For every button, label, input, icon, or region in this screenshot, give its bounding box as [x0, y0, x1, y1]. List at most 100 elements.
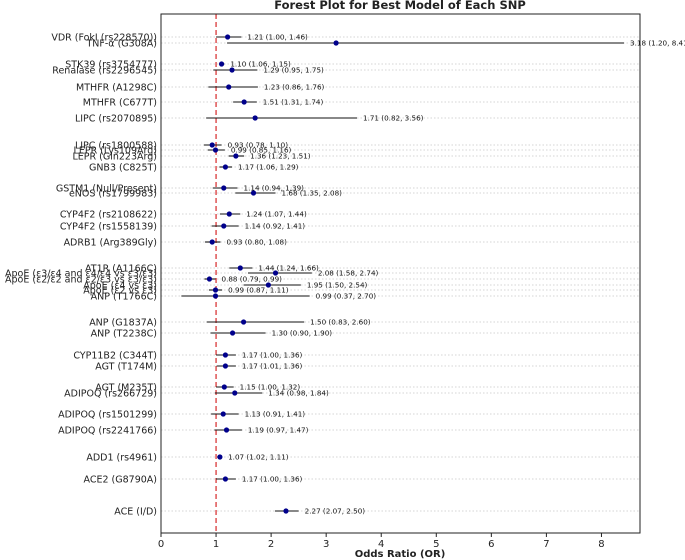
row-label: CYP4F2 (rs2108622): [60, 210, 157, 221]
row-label: GNB3 (C825T): [89, 163, 157, 174]
or-annotation: 1.15 (1.00, 1.32): [240, 383, 301, 392]
forest-row: AGT (M235T) 1.15 (1.00, 1.32): [95, 383, 300, 394]
or-annotation: 1.21 (1.00, 1.46): [247, 33, 308, 42]
row-label: ADRB1 (Arg389Gly): [64, 238, 157, 249]
forest-row: AT1R (A1166C) 1.44 (1.24, 1.66): [85, 264, 319, 275]
forest-row: LIPC (rs1800588) 0.93 (0.78, 1.10): [75, 141, 288, 152]
forest-row: ApoE (ε2/ε2 and ε2/ε3 vs ε3/ε3) 0.88 (0.7…: [5, 275, 282, 286]
odds-ratio-point: [222, 164, 229, 170]
forest-row: LIPC (rs2070895) 1.71 (0.82, 3.56): [75, 114, 424, 125]
row-label: Renalase (rs2296545): [52, 66, 157, 77]
forest-row: ADIPOQ (rs2241766) 1.19 (0.97, 1.47): [58, 426, 309, 437]
x-tick-label: 8: [598, 539, 604, 550]
forest-row: ACE2 (G8790A) 1.17 (1.00, 1.36): [84, 475, 303, 486]
or-annotation: 1.71 (0.82, 3.56): [363, 114, 424, 123]
odds-ratio-point: [226, 211, 232, 217]
odds-ratio-point: [221, 223, 227, 229]
forest-row: ANP (T2238C) 1.30 (0.90, 1.90): [91, 329, 333, 340]
forest-row: AGT (T174M) 1.17 (1.01, 1.36): [95, 362, 302, 373]
x-tick-label: 1: [213, 539, 219, 550]
forest-row: CYP11B2 (C344T) 1.17 (1.00, 1.36): [73, 351, 302, 362]
forest-row: CYP4F2 (rs2108622) 1.24 (1.07, 1.44): [60, 210, 307, 221]
forest-row: ADRB1 (Arg389Gly) 0.93 (0.80, 1.08): [64, 238, 288, 249]
x-tick-label: 0: [158, 539, 164, 550]
or-annotation: 1.24 (1.07, 1.44): [246, 210, 307, 219]
row-label: STK39 (rs3754777): [65, 60, 157, 71]
or-annotation: 0.93 (0.80, 1.08): [226, 238, 287, 247]
odds-ratio-point: [221, 384, 227, 390]
odds-ratio-point: [272, 270, 279, 276]
or-annotation: 1.17 (1.06, 1.29): [238, 163, 299, 172]
odds-ratio-point: [209, 239, 215, 245]
odds-ratio-point: [252, 115, 258, 121]
odds-ratio-point: [229, 330, 236, 336]
odds-ratio-point: [250, 190, 257, 196]
forest-row: MTHFR (A1298C) 1.23 (0.86, 1.76): [76, 83, 325, 94]
row-label: LEPR (Lys109Arg): [74, 146, 157, 157]
row-label: AT1R (A1166C): [85, 264, 157, 275]
odds-ratio-point: [222, 476, 229, 482]
forest-row: eNOS (rs1799983) 1.68 (1.35, 2.08): [69, 189, 342, 200]
row-label: VDR (FokI (rs228570)): [51, 33, 157, 44]
row-label: LIPC (rs1800588): [75, 141, 157, 152]
forest-row: LEPR (Lys109Arg) 0.99 (0.85, 1.16): [74, 146, 292, 157]
odds-ratio-point: [232, 390, 238, 396]
odds-ratio-point: [212, 147, 219, 153]
row-label: ADIPOQ (rs1501299): [58, 410, 157, 421]
or-annotation: 3.18 (1.20, 8.41): [630, 39, 685, 48]
or-annotation: 1.44 (1.24, 1.66): [258, 264, 319, 273]
row-label: CYP4F2 (rs1558139): [60, 222, 157, 233]
or-annotation: 0.99 (0.87, 1.11): [228, 286, 289, 295]
odds-ratio-point: [212, 287, 219, 293]
or-annotation: 1.36 (1.23, 1.51): [250, 152, 311, 161]
row-label: ApoE (ε3/ε4 and ε4/ε4 vs ε3/ε3): [5, 269, 157, 280]
row-label: ApoE (ε2/ε2 and ε2/ε3 vs ε3/ε3): [5, 275, 157, 286]
or-annotation: 0.99 (0.37, 2.70): [316, 292, 377, 301]
row-label: ANP (T1766C): [91, 292, 157, 303]
odds-ratio-point: [223, 427, 230, 433]
odds-ratio-point: [218, 61, 225, 67]
odds-ratio-point: [283, 508, 289, 514]
or-annotation: 1.10 (1.06, 1.15): [230, 60, 291, 69]
row-label: GSTM1 (Null/Present): [56, 184, 157, 195]
odds-ratio-point: [225, 34, 231, 40]
or-annotation: 1.95 (1.50, 2.54): [307, 281, 368, 290]
x-axis-label: Odds Ratio (OR): [355, 549, 446, 560]
row-label: ApoE (ε2 vs ε3): [83, 286, 157, 297]
or-annotation: 1.17 (1.00, 1.36): [242, 351, 303, 360]
or-annotation: 0.93 (0.78, 1.10): [228, 141, 289, 150]
row-label: ANP (G1837A): [89, 318, 157, 329]
or-annotation: 1.68 (1.35, 2.08): [282, 189, 343, 198]
x-tick-label: 5: [433, 539, 439, 550]
forest-row: Renalase (rs2296545) 1.29 (0.95, 1.75): [52, 66, 324, 77]
or-annotation: 1.34 (0.98, 1.84): [268, 389, 329, 398]
forest-row: ANP (T1766C) 0.99 (0.37, 2.70): [91, 292, 377, 303]
odds-ratio-point: [212, 293, 219, 299]
row-label: MTHFR (C677T): [83, 98, 157, 109]
or-annotation: 2.08 (1.58, 2.74): [318, 269, 379, 278]
odds-ratio-point: [233, 153, 239, 159]
or-annotation: 1.13 (0.91, 1.41): [245, 410, 306, 419]
row-label: LIPC (rs2070895): [75, 114, 157, 125]
row-label: CYP11B2 (C344T): [73, 351, 157, 362]
row-label: AGT (T174M): [95, 362, 157, 373]
forest-row: STK39 (rs3754777) 1.10 (1.06, 1.15): [65, 60, 291, 71]
row-label: ADIPOQ (rs2241766): [58, 426, 157, 437]
or-annotation: 1.51 (1.31, 1.74): [263, 98, 324, 107]
forest-row: GSTM1 (Null/Present) 1.14 (0.94, 1.39): [56, 184, 304, 195]
forest-row: LEPR (Gln223Arg) 1.36 (1.23, 1.51): [73, 152, 311, 163]
odds-ratio-point: [222, 352, 229, 358]
plot-frame: [160, 13, 641, 534]
chart-title: Forest Plot for Best Model of Each SNP: [274, 0, 526, 12]
data-rows: VDR (FokI (rs228570)) 1.21 (1.00, 1.46)TN…: [5, 33, 685, 518]
odds-ratio-point: [222, 363, 229, 369]
or-annotation: 1.23 (0.86, 1.76): [264, 83, 325, 92]
odds-ratio-point: [240, 319, 247, 325]
odds-ratio-point: [221, 185, 227, 191]
odds-ratio-point: [237, 265, 243, 271]
or-annotation: 2.27 (2.07, 2.50): [305, 507, 366, 516]
row-label: ACE (I/D): [114, 507, 157, 518]
x-tick-label: 7: [543, 539, 549, 550]
x-tick-label: 4: [378, 539, 384, 550]
